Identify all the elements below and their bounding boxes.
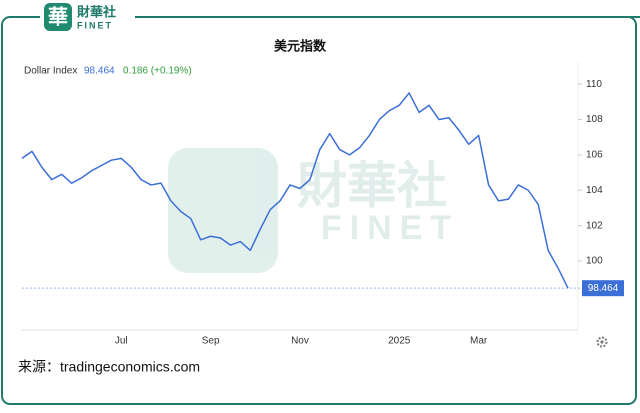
last-value-label: 98.464	[588, 283, 619, 294]
x-tick-label: Nov	[291, 336, 309, 347]
x-tick-label: Sep	[202, 336, 220, 347]
y-tick-label: 102	[586, 220, 603, 231]
y-tick-label: 108	[586, 114, 603, 125]
legend-value: 98.464	[84, 66, 115, 77]
legend-name: Dollar Index	[24, 66, 77, 77]
gear[interactable]	[596, 336, 608, 348]
watermark-icon	[168, 148, 278, 273]
logo-icon-text: 華	[48, 5, 68, 28]
watermark: 財華社 FINET	[168, 148, 459, 273]
y-tick-label: 104	[586, 185, 603, 196]
settings-icon[interactable]	[596, 336, 608, 348]
source: 来源：tradingeconomics.com	[18, 359, 200, 375]
y-tick-label: 110	[586, 79, 602, 90]
line	[21, 92, 569, 289]
x-tick-label: 2025	[388, 336, 411, 347]
last-value-tag	[582, 280, 624, 297]
y-tick-label: 106	[586, 150, 603, 161]
watermark-name: 財華社	[297, 158, 447, 214]
gear-hub[interactable]	[600, 340, 604, 344]
logo-icon	[44, 3, 72, 31]
y-tick-label: 100	[586, 256, 603, 267]
chart-title: 美元指数	[274, 38, 327, 53]
watermark-latin: FINET	[321, 209, 459, 247]
legend-change: 0.186 (+0.19%)	[123, 66, 192, 77]
logo-name: 財華社	[76, 4, 116, 19]
x-tick-label: Mar	[470, 336, 488, 347]
logo-latin: FINET	[77, 20, 113, 30]
x-tick-label: Jul	[115, 336, 128, 347]
